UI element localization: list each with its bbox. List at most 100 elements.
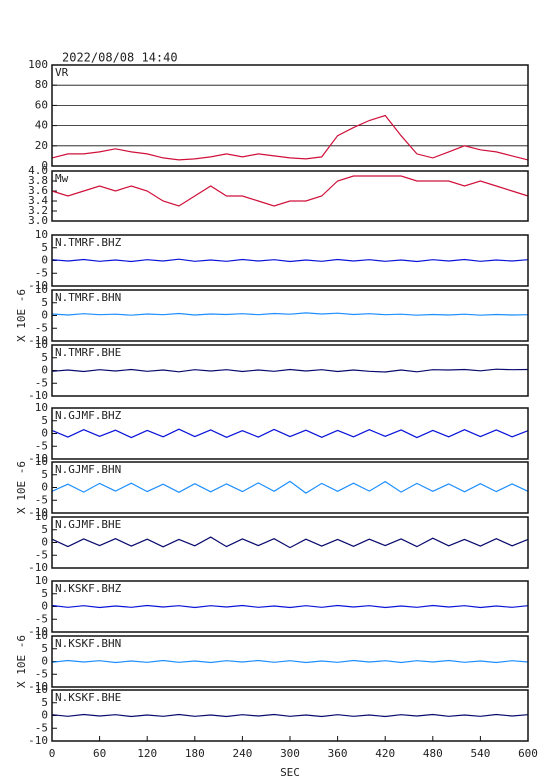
y-tick-label: -10: [28, 452, 48, 465]
y-tick-label: -10: [28, 625, 48, 638]
data-line: [51, 114, 529, 161]
y-tick-label: -5: [35, 439, 48, 452]
data-line: [51, 713, 529, 718]
panel-label: N.GJMF.BHN: [55, 463, 121, 476]
panel-frame: [51, 170, 529, 222]
y-tick-label: 0: [41, 536, 48, 549]
panel-frame: [51, 289, 529, 342]
x-tick-label: 360: [328, 747, 348, 760]
y-tick-label: 5: [41, 351, 48, 364]
y-tick-label: -5: [35, 667, 48, 680]
panel-label: Mw: [55, 172, 69, 185]
y-tick-label: 10: [35, 455, 48, 468]
y-tick-label: 0: [41, 159, 48, 172]
panel-label: N.KSKF.BHN: [55, 637, 121, 650]
y-tick-label: 5: [41, 296, 48, 309]
panel-label: N.GJMF.BHZ: [55, 409, 122, 422]
chart-title: 2022/08/08 14:40: [62, 51, 178, 65]
panel-frame: [51, 635, 529, 688]
y-tick-label: 5: [41, 696, 48, 709]
x-tick-label: 480: [423, 747, 443, 760]
y-tick-label: 3.6: [28, 184, 48, 197]
y-tick-label: -10: [28, 680, 48, 693]
x-tick-label: 240: [232, 747, 252, 760]
x-tick-label: 420: [375, 747, 395, 760]
y-tick-label: -5: [35, 548, 48, 561]
y-tick-label: 3.4: [28, 194, 48, 207]
y-tick-label: 3.0: [28, 214, 48, 227]
y-tick-label: 5: [41, 523, 48, 536]
panel-label: N.GJMF.BHE: [55, 518, 121, 531]
data-line: [51, 258, 529, 263]
y-tick-label: 60: [35, 98, 48, 111]
panel-frame: [51, 516, 529, 569]
data-line: [51, 659, 529, 664]
panel-frame: [51, 344, 529, 397]
panel-label: N.TMRF.BHE: [55, 346, 121, 359]
y-tick-label: -10: [28, 561, 48, 574]
x-tick-label: 540: [470, 747, 490, 760]
x-axis-label: SEC: [280, 766, 300, 779]
x-tick-label: 300: [280, 747, 300, 760]
y-tick-label: 0: [41, 481, 48, 494]
x-tick-label: 180: [185, 747, 205, 760]
y-tick-label: -5: [35, 612, 48, 625]
panel-label: N.KSKF.BHE: [55, 691, 121, 704]
panel-frame: [51, 461, 529, 514]
y-tick-label: 10: [35, 228, 48, 241]
x-tick-label: 600: [518, 747, 538, 760]
y-tick-label: 10: [35, 629, 48, 642]
y-tick-label: 5: [41, 241, 48, 254]
x-tick-label: 0: [49, 747, 56, 760]
y-tick-label: -5: [35, 321, 48, 334]
y-tick-label: 0: [41, 254, 48, 267]
y-tick-label: 40: [35, 119, 48, 132]
y-tick-label: 0: [41, 309, 48, 322]
y-tick-label: 3.2: [28, 204, 48, 217]
y-tick-label: 10: [35, 574, 48, 587]
y-tick-label: 3.8: [28, 174, 48, 187]
y-axis-label: X 10E -6: [15, 635, 28, 688]
y-axis-label: X 10E -6: [15, 289, 28, 342]
panel-frame: [51, 234, 529, 287]
panel-label: N.TMRF.BHZ: [55, 236, 122, 249]
panel-frame: [51, 64, 529, 167]
y-axis-label: X 10E -6: [15, 461, 28, 514]
y-tick-label: -10: [28, 734, 48, 747]
data-line: [51, 175, 529, 207]
y-tick-label: 5: [41, 587, 48, 600]
panel-frame: [51, 580, 529, 633]
y-tick-label: -10: [28, 389, 48, 402]
y-tick-label: 5: [41, 414, 48, 427]
y-tick-label: -5: [35, 721, 48, 734]
y-tick-label: -5: [35, 376, 48, 389]
y-tick-label: 5: [41, 642, 48, 655]
y-tick-label: 0: [41, 364, 48, 377]
y-tick-label: -5: [35, 266, 48, 279]
panel-label: N.TMRF.BHN: [55, 291, 121, 304]
y-tick-label: 0: [41, 655, 48, 668]
panel-frame: [51, 407, 529, 460]
data-line: [51, 536, 529, 549]
y-tick-label: -10: [28, 279, 48, 292]
data-line: [51, 604, 529, 609]
data-line: [51, 368, 529, 373]
y-tick-label: 5: [41, 468, 48, 481]
data-line: [51, 312, 529, 316]
y-tick-label: 0: [41, 600, 48, 613]
y-tick-label: 80: [35, 78, 48, 91]
y-tick-label: 4.0: [28, 164, 48, 177]
y-tick-label: 20: [35, 139, 48, 152]
y-tick-label: -10: [28, 334, 48, 347]
y-tick-label: 100: [28, 58, 48, 71]
y-tick-label: 10: [35, 683, 48, 696]
y-tick-label: 10: [35, 510, 48, 523]
y-tick-label: 0: [41, 427, 48, 440]
panel-label: VR: [55, 66, 69, 79]
y-tick-label: -5: [35, 493, 48, 506]
data-line: [51, 480, 529, 494]
data-line: [51, 428, 529, 439]
y-tick-label: -10: [28, 506, 48, 519]
x-tick-label: 60: [93, 747, 106, 760]
